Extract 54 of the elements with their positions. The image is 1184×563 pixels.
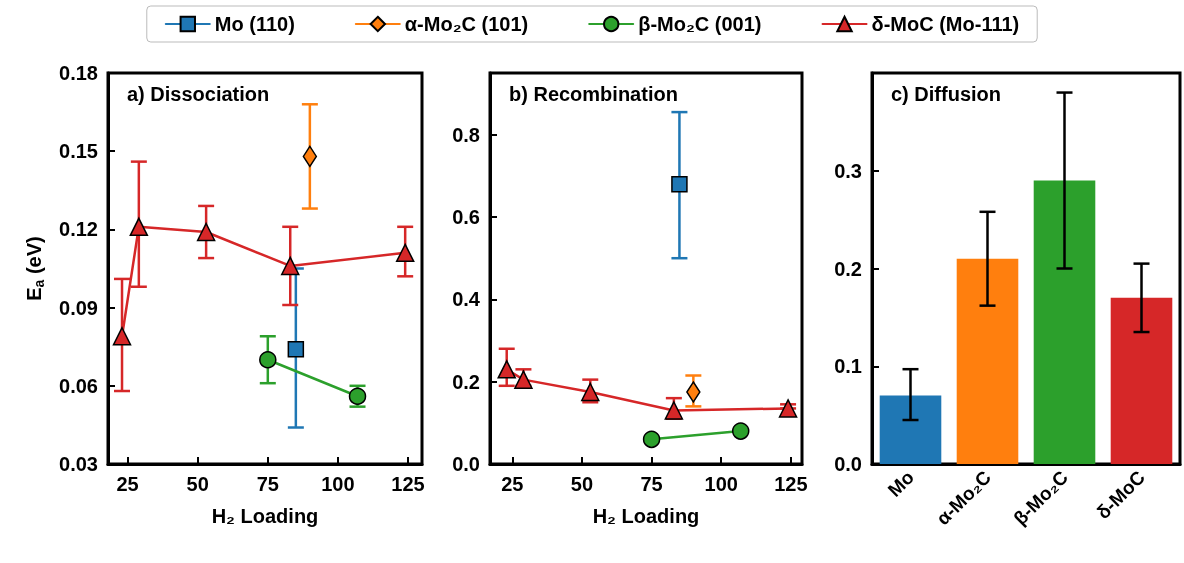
x-tick-label: Mo (883, 466, 918, 501)
text: a) Dissociation (127, 83, 270, 105)
bar (956, 258, 1019, 464)
y-tick-label: 0.12 (59, 218, 98, 241)
x-tick-label: 75 (256, 473, 279, 495)
y-tick-label: 0.2 (452, 370, 480, 393)
y-tick-label: 0.06 (59, 374, 98, 397)
x-tick-label: 75 (640, 473, 663, 495)
point (112, 327, 132, 346)
y-tick-label: 0.03 (59, 453, 98, 475)
y-tick-label: 0.4 (452, 288, 481, 311)
bar (879, 395, 942, 464)
legend-label: β-Mo₂C (001) (638, 13, 762, 35)
x-tick-label: 125 (391, 473, 425, 495)
x-tick-label: 125 (774, 473, 808, 495)
point (259, 350, 277, 369)
y-tick-label: 0.8 (452, 123, 480, 146)
point (664, 401, 684, 420)
legend-label: Mo (110) (214, 13, 295, 35)
x-tick-label: 100 (704, 473, 738, 495)
y-tick-label: 0.15 (59, 140, 98, 163)
text: c) Diffusion (891, 83, 1001, 105)
x-tick-label: 25 (501, 473, 524, 495)
y-axis-title: Ea (eV) (23, 236, 47, 301)
legend-label: α-Mo₂C (101) (404, 13, 529, 35)
point (671, 175, 688, 193)
x-tick-label: 100 (321, 473, 355, 495)
point (129, 217, 149, 237)
x-axis-title: H₂ Loading (592, 505, 700, 527)
point (280, 256, 300, 276)
point (642, 430, 661, 449)
point (196, 222, 216, 242)
point (731, 422, 750, 440)
y-tick-label: 0.1 (834, 355, 862, 378)
point (581, 382, 600, 402)
point (778, 399, 798, 418)
x-tick-label: 25 (116, 473, 139, 495)
x-tick-label: 50 (570, 473, 594, 495)
y-tick-label: 0.0 (452, 453, 480, 475)
y-tick-label: 0.09 (59, 296, 98, 319)
x-tick-label: 50 (186, 473, 209, 495)
point (395, 243, 415, 263)
legend-label: δ-MoC (Mo-111) (871, 13, 1020, 35)
y-tick-label: 0.0 (834, 453, 862, 475)
y-tick-label: 0.2 (834, 257, 862, 280)
y-tick-label: 0.3 (834, 159, 862, 182)
point (497, 360, 516, 379)
point (287, 341, 305, 358)
y-tick-label: 0.6 (452, 206, 480, 229)
x-axis-title: H₂ Loading (211, 505, 319, 527)
bar (1110, 297, 1173, 464)
bar (1033, 180, 1096, 464)
y-tick-label: 0.18 (59, 62, 98, 84)
text: b) Recombination (509, 83, 678, 105)
